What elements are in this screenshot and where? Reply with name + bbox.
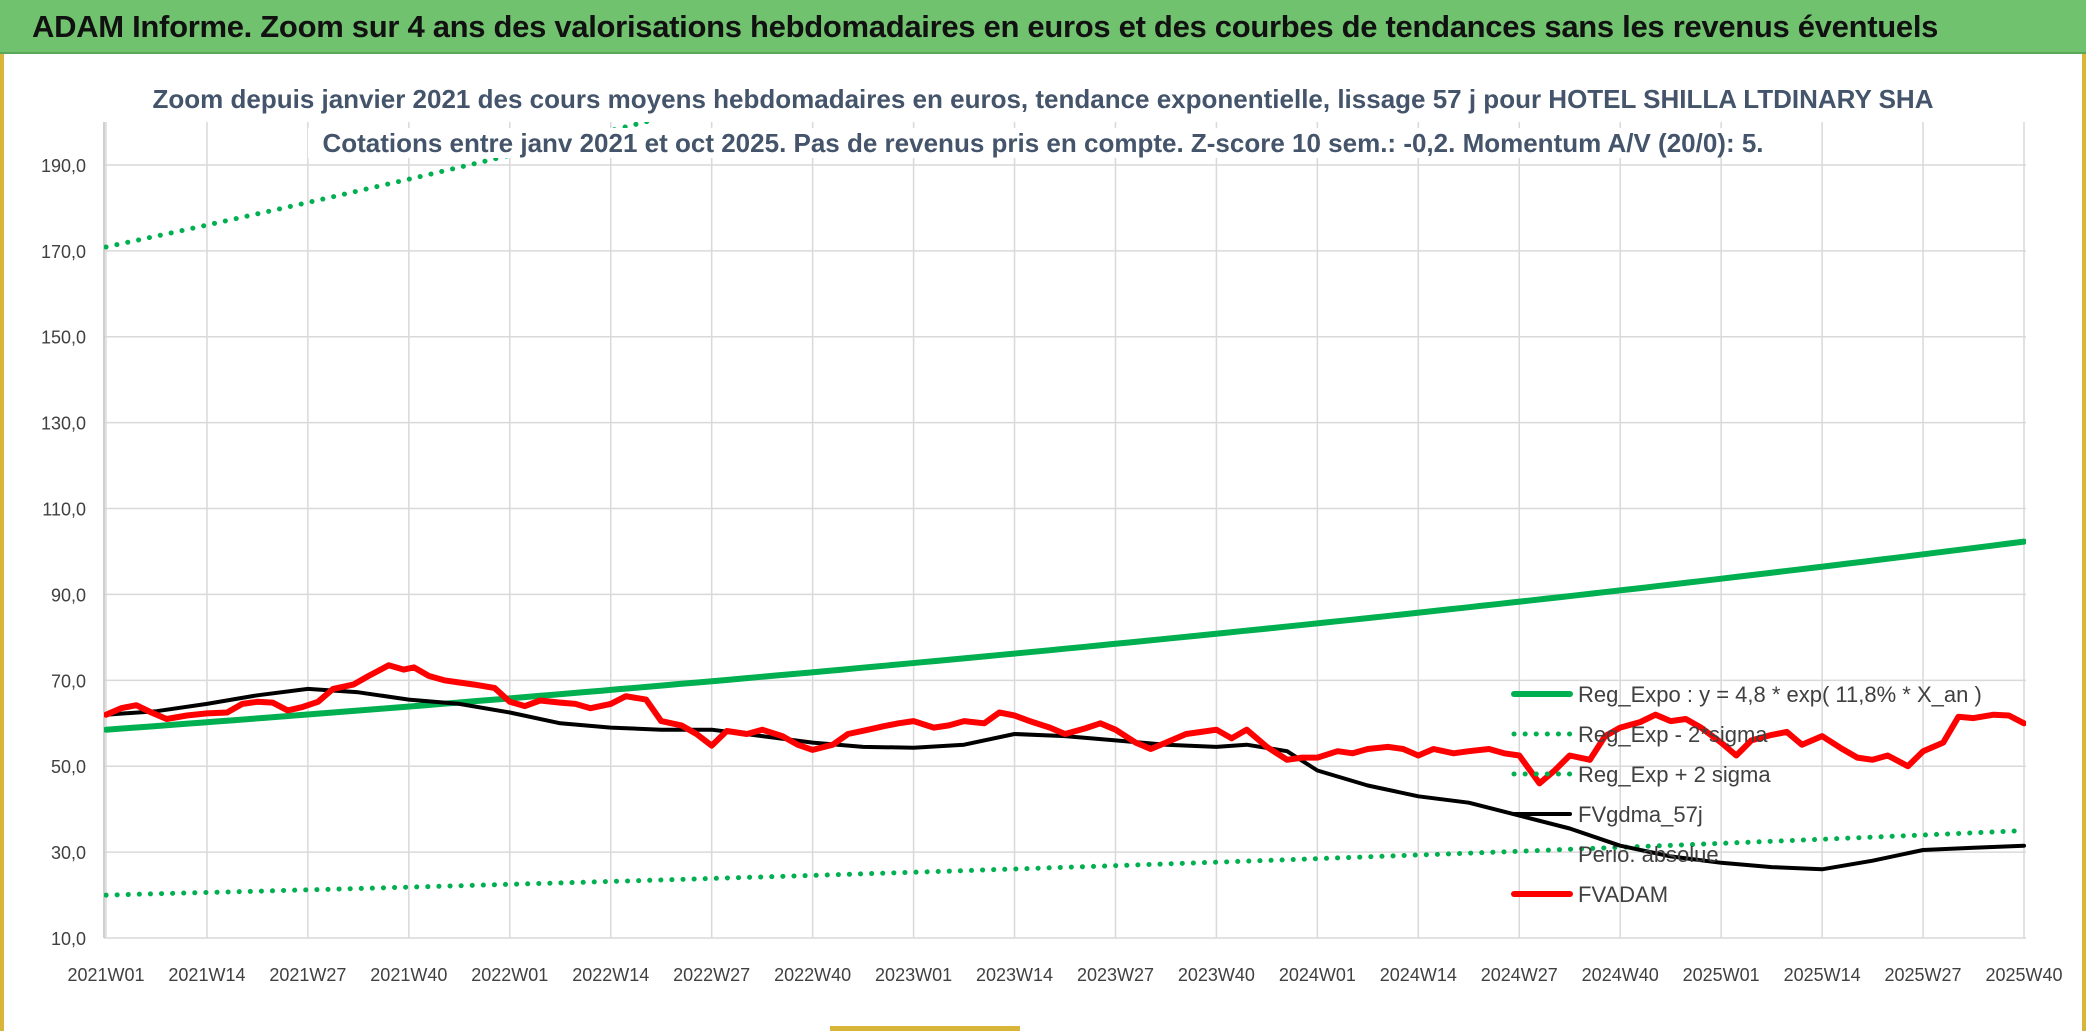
banner-title: ADAM Informe. Zoom sur 4 ans des valoris… <box>32 9 1939 44</box>
bottom-accent <box>830 1026 1020 1031</box>
x-tick-label: 2024W01 <box>1279 965 1356 985</box>
legend-label: Reg_Expo : y = 4,8 * exp( 11,8% * X_an ) <box>1578 682 1982 707</box>
chart-series <box>104 122 2026 898</box>
y-tick-label: 70,0 <box>51 671 86 691</box>
chart-subtitle: Cotations entre janv 2021 et oct 2025. P… <box>0 128 2086 159</box>
legend-label: FVgdma_57j <box>1578 802 1703 827</box>
legend-label: Reg_Exp - 2*sigma <box>1578 722 1768 747</box>
x-tick-label: 2023W27 <box>1077 965 1154 985</box>
x-tick-label: 2024W14 <box>1380 965 1457 985</box>
legend-label: Perio. absolue <box>1578 842 1719 867</box>
y-tick-label: 30,0 <box>51 843 86 863</box>
chart-legend: Reg_Expo : y = 4,8 * exp( 11,8% * X_an )… <box>1511 682 1982 907</box>
series-line-3 <box>104 686 2026 872</box>
x-tick-label: 2022W40 <box>774 965 851 985</box>
series-line-1 <box>104 828 2026 898</box>
series-line-5 <box>104 662 2026 787</box>
x-tick-label: 2024W40 <box>1582 965 1659 985</box>
series-line-0 <box>104 538 2026 733</box>
header-banner: ADAM Informe. Zoom sur 4 ans des valoris… <box>0 0 2086 54</box>
x-tick-label: 2021W14 <box>168 965 245 985</box>
y-tick-label: 130,0 <box>41 414 86 434</box>
chart-title: Zoom depuis janvier 2021 des cours moyen… <box>0 84 2086 115</box>
x-tick-label: 2022W14 <box>572 965 649 985</box>
x-tick-label: 2022W01 <box>471 965 548 985</box>
x-axis-ticks: 2021W01 2021W14 2021W27 2021W40 2022W01 2022W… <box>67 965 2062 985</box>
legend-label: FVADAM <box>1578 882 1668 907</box>
chart-subtitle-text: Cotations entre janv 2021 et oct 2025. P… <box>308 128 1778 158</box>
y-tick-label: 90,0 <box>51 585 86 605</box>
x-tick-label: 2025W14 <box>1784 965 1861 985</box>
x-tick-label: 2025W27 <box>1885 965 1962 985</box>
x-tick-label: 2024W27 <box>1481 965 1558 985</box>
x-tick-label: 2023W14 <box>976 965 1053 985</box>
x-tick-label: 2022W27 <box>673 965 750 985</box>
y-tick-label: 10,0 <box>51 929 86 949</box>
x-tick-label: 2023W01 <box>875 965 952 985</box>
legend-label: Reg_Exp + 2 sigma <box>1578 762 1771 787</box>
x-tick-label: 2025W40 <box>1985 965 2062 985</box>
y-tick-label: 150,0 <box>41 328 86 348</box>
y-tick-label: 190,0 <box>41 156 86 176</box>
y-axis-ticks: 10,0 30,0 50,0 70,0 90,0 110,0 130,0 150,0 170,0… <box>41 156 86 949</box>
x-tick-label: 2021W27 <box>269 965 346 985</box>
x-tick-label: 2021W01 <box>67 965 144 985</box>
series-line-2 <box>104 122 656 250</box>
y-tick-label: 50,0 <box>51 757 86 777</box>
x-tick-label: 2023W40 <box>1178 965 1255 985</box>
x-tick-label: 2021W40 <box>370 965 447 985</box>
y-tick-label: 170,0 <box>41 242 86 262</box>
y-tick-label: 110,0 <box>42 500 86 520</box>
x-tick-label: 2025W01 <box>1683 965 1760 985</box>
chart-title-text: Zoom depuis janvier 2021 des cours moyen… <box>138 84 1948 114</box>
chart-grid <box>103 122 2026 939</box>
